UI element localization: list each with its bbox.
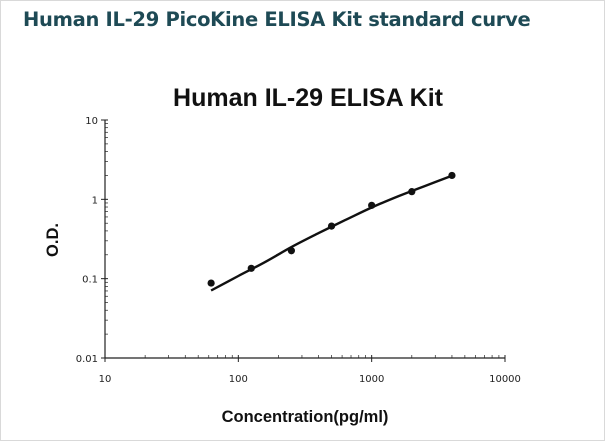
- y-tick-label: 0.01: [76, 354, 98, 365]
- fit-curve-line: [210, 174, 453, 292]
- x-axis-label: Concentration(pg/ml): [222, 408, 389, 426]
- data-point: [368, 201, 376, 209]
- figure-heading: Human IL-29 PicoKine ELISA Kit standard …: [23, 8, 531, 31]
- y-tick-label: 10: [85, 116, 98, 127]
- x-tick-label: 10000: [489, 374, 521, 385]
- y-axis-label: O.D.: [44, 223, 62, 257]
- fit-curve-layer: [210, 174, 453, 292]
- chart-title: Human IL-29 ELISA Kit: [173, 84, 444, 112]
- chart-axes: 0.01 0.1 1 10 10 100 1000 10000: [76, 116, 521, 385]
- data-point: [448, 171, 456, 180]
- data-point: [327, 222, 336, 230]
- data-point: [408, 188, 416, 196]
- x-tick-label: 1000: [359, 374, 384, 385]
- x-tick-label: 100: [229, 374, 248, 385]
- data-points-layer: [207, 171, 456, 287]
- data-point: [287, 247, 295, 255]
- x-tick-label: 10: [99, 374, 112, 385]
- data-point: [247, 264, 255, 272]
- data-point: [207, 279, 215, 287]
- y-tick-label: 0.1: [82, 275, 98, 286]
- y-tick-label: 1: [92, 195, 98, 206]
